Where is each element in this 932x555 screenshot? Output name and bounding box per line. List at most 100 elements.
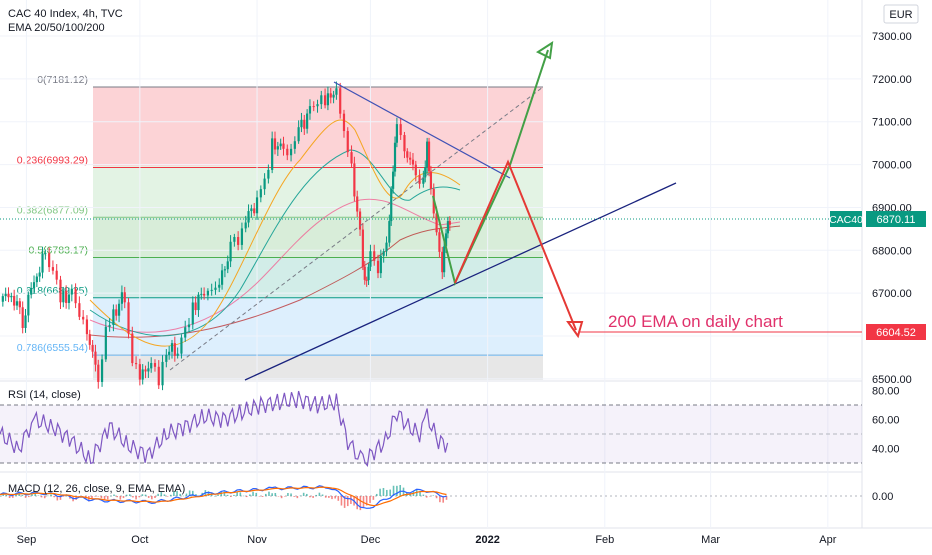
candle-body: [390, 188, 393, 222]
candle-body: [214, 287, 217, 290]
candle-body: [200, 293, 203, 295]
candle-body: [38, 272, 41, 277]
candle-body: [441, 251, 444, 273]
candle-body: [358, 211, 362, 230]
candle-body: [131, 333, 134, 364]
macd-histogram-bar: [31, 493, 33, 496]
time-tick-label: Sep: [17, 534, 37, 546]
macd-histogram-bar: [324, 496, 327, 498]
candle-body: [55, 270, 58, 280]
candle-body: [210, 289, 213, 291]
candle-body: [78, 303, 81, 317]
ema-annotation: 200 EMA on daily chart: [608, 312, 783, 331]
price-axis-bg: [862, 0, 932, 550]
candle-body: [1, 296, 4, 302]
candle-body: [194, 302, 197, 311]
fib-zone-05-0618: [93, 257, 543, 297]
currency-box[interactable]: [883, 4, 919, 24]
candle-body: [176, 353, 179, 356]
candle-body: [286, 148, 289, 156]
macd-histogram-bar: [122, 496, 125, 499]
macd-histogram-bar: [15, 494, 17, 496]
macd-panel: 0.00 MACD (12, 26, close, 9, EMA, EMA): [0, 483, 893, 511]
candle-body: [293, 141, 296, 149]
fib-zone-0786-1: [93, 354, 543, 380]
macd-histogram-bar: [214, 495, 216, 497]
candle-body: [297, 127, 300, 142]
candle-body: [187, 324, 191, 328]
candle-body: [411, 159, 415, 165]
candle-body: [356, 196, 359, 212]
candle-body: [426, 141, 429, 168]
macd-histogram-bar: [432, 495, 435, 496]
candle-body: [223, 269, 227, 271]
macd-histogram-bar: [268, 491, 270, 496]
macd-histogram-bar: [217, 494, 219, 496]
fib-level-label: 0.382(6877.09): [17, 204, 88, 216]
bullish-arrowhead: [535, 40, 554, 60]
price-tick-label: 7100.00: [872, 117, 912, 129]
candle-body: [127, 302, 130, 334]
macd-histogram-bar: [399, 485, 402, 496]
macd-histogram-bar: [8, 496, 11, 499]
fib-zone-0618-0786: [93, 297, 543, 354]
candle-body: [332, 94, 335, 98]
macd-histogram-bar: [59, 496, 62, 500]
candle-body: [165, 354, 168, 362]
macd-histogram-bar: [236, 491, 238, 496]
macd-histogram-bar: [439, 496, 441, 503]
macd-histogram-bar: [157, 493, 159, 496]
candle-body: [134, 363, 138, 365]
price-name-text: CAC40: [829, 214, 863, 226]
rsi-tick-label: 60.00: [872, 415, 900, 427]
macd-histogram-bar: [264, 493, 267, 496]
macd-histogram-bar: [318, 492, 321, 496]
candle-body: [21, 307, 24, 328]
candle-body: [276, 146, 279, 150]
time-tick-label: Mar: [701, 534, 720, 546]
candle-body: [335, 88, 338, 95]
price-tick-label: 7200.00: [872, 74, 912, 86]
macd-histogram-bar: [116, 496, 118, 498]
candle-body: [388, 221, 391, 243]
candle-body: [67, 294, 71, 303]
macd-histogram-bar: [425, 496, 428, 498]
candle-body: [15, 301, 19, 306]
time-tick-label: Feb: [595, 534, 614, 546]
macd-histogram-bar: [334, 496, 336, 499]
support-trendline: [244, 182, 677, 381]
candle-body: [117, 303, 121, 316]
candle-body: [369, 251, 372, 267]
candle-body: [35, 276, 38, 283]
candle-body: [203, 293, 206, 296]
candle-body: [279, 143, 282, 147]
symbol-legend[interactable]: CAC 40 Index, 4h, TVC EMA 20/50/100/200: [8, 7, 123, 35]
candle-body: [65, 290, 68, 303]
price-tick-label: 6500.00: [872, 374, 912, 386]
candle-body: [115, 309, 118, 316]
macd-histogram-bar: [409, 493, 411, 496]
candle-body: [267, 169, 270, 179]
candle-body: [385, 242, 388, 252]
macd-histogram-bar: [340, 496, 343, 506]
candle-body: [30, 288, 33, 295]
macd-histogram-bar: [5, 494, 8, 496]
candle-body: [373, 251, 376, 261]
macd-histogram-bar: [419, 491, 421, 496]
rsi-panel: 80.00 60.00 40.00 RSI (14, close): [0, 386, 900, 468]
macd-histogram-bar: [274, 492, 277, 496]
macd-histogram-bar: [147, 496, 150, 498]
macd-histogram-bar: [110, 495, 112, 497]
resistance-trendline: [333, 81, 511, 179]
macd-histogram-bar: [422, 494, 425, 496]
macd-histogram-bar: [141, 494, 144, 496]
candle-body: [197, 294, 200, 311]
candle-body: [184, 327, 187, 338]
rsi-tick-label: 40.00: [872, 444, 900, 456]
candle-body: [326, 93, 330, 106]
ema-100-line: [89, 198, 461, 333]
candle-body: [138, 364, 141, 380]
candle-body: [88, 334, 91, 345]
macd-histogram-bar: [2, 493, 4, 496]
